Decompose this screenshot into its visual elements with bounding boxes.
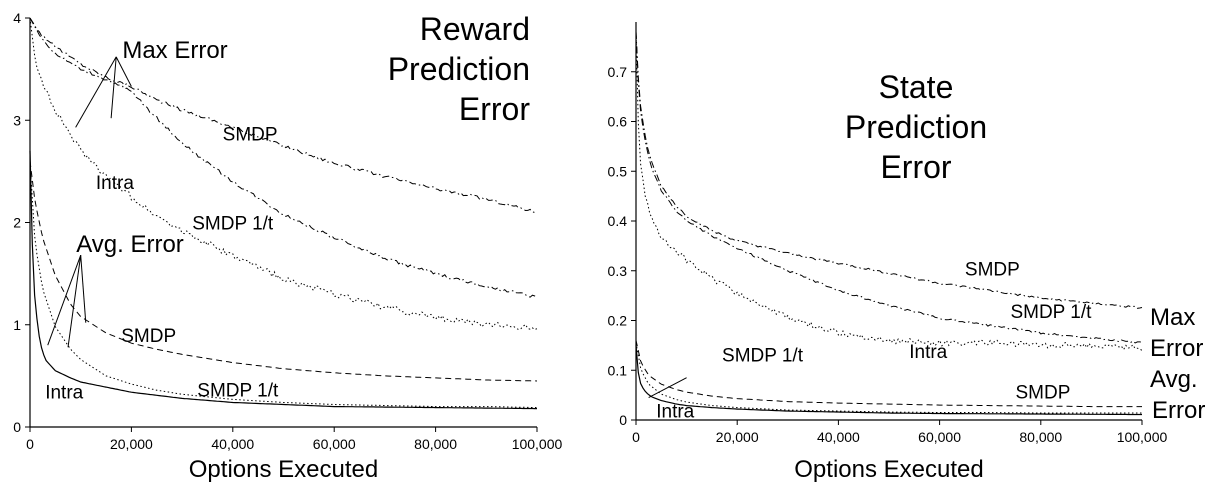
x-tick-label: 0 (632, 429, 640, 445)
chart-title-line: Error (459, 91, 530, 127)
series-label: SMDP 1/t (1010, 302, 1092, 323)
x-axis-label: Options Executed (189, 456, 378, 483)
x-tick-label: 80,000 (414, 436, 457, 452)
y-tick-label: 0.2 (608, 313, 628, 329)
x-tick-label: 20,000 (110, 436, 153, 452)
chart-title-line: Reward (420, 11, 530, 47)
series-label: SMDP 1/t (722, 345, 804, 366)
chart-panel-2: 0 20,000 40,000 60,000 80,000 100,000 0 0.1 0.2 0… (608, 22, 1205, 483)
y-tick-label: 0 (13, 419, 21, 435)
y-tick-label: 0.4 (608, 213, 628, 229)
y-tick-label: 4 (13, 10, 21, 26)
y-tick-label: 1 (13, 317, 21, 333)
series-label: SMDP 1/t (192, 214, 274, 235)
series-label: Intra (909, 342, 947, 363)
x-tick-label: 100,000 (1117, 429, 1168, 445)
series-label: Intra (96, 173, 134, 194)
group-label-avg-line: Avg. (1150, 366, 1198, 393)
series-label: SMDP (1016, 383, 1071, 404)
y-tick-label: 0.7 (608, 64, 628, 80)
y-tick-label: 2 (13, 215, 21, 231)
group-label-max-line: Max (1150, 304, 1195, 331)
x-tick-label: 0 (26, 436, 34, 452)
chart-title-line: Prediction (845, 109, 987, 145)
x-axis-label: Options Executed (794, 456, 983, 483)
series-line-max-smdp (635, 31, 1143, 309)
series-label: SMDP (965, 260, 1020, 281)
y-tick-label: 0.5 (608, 163, 628, 179)
chart-title-line: State (879, 69, 954, 105)
chart-title-line: Prediction (388, 51, 530, 87)
leader-line-avg (67, 255, 82, 348)
group-label-avg-line: Error (1152, 397, 1205, 424)
group-label-max: Max Error (122, 37, 227, 64)
group-label-avg: Avg. Error (76, 231, 184, 258)
series-line-avg-smdp-1-t (29, 161, 538, 409)
series-line-avg-smdp (29, 161, 538, 382)
series-line-avg-intra (635, 345, 1142, 416)
y-tick-label: 0.3 (608, 263, 628, 279)
leader-line-avg (80, 255, 87, 323)
leader-line-avg (47, 255, 82, 346)
series-line-avg-smdp (635, 340, 1142, 408)
group-label-max-line: Error (1150, 335, 1203, 362)
x-tick-label: 40,000 (817, 429, 860, 445)
x-tick-label: 80,000 (1019, 429, 1062, 445)
x-tick-label: 60,000 (313, 436, 356, 452)
series-label: SMDP (223, 125, 278, 146)
x-tick-label: 40,000 (211, 436, 254, 452)
series-label: SMDP 1/t (197, 380, 279, 401)
series-line-max-intra (29, 17, 538, 331)
series-line-avg-smdp-1-t (635, 342, 1142, 414)
chart-title-line: Error (880, 149, 951, 185)
leader-line-max (75, 56, 117, 128)
leader-line-avg (648, 377, 687, 399)
x-tick-label: 100,000 (512, 436, 563, 452)
y-tick-label: 0.6 (608, 114, 628, 130)
chart-panel-1: 0 20,000 40,000 60,000 80,000 100,000 0 1 2 3 4 Opt… (13, 10, 562, 483)
y-tick-label: 3 (13, 112, 21, 128)
series-label: SMDP (121, 326, 176, 347)
y-tick-label: 0 (619, 412, 627, 428)
y-tick-label: 0.1 (608, 362, 628, 378)
series-label: Intra (656, 402, 694, 423)
series-line-max-smdp-1-t (635, 31, 1143, 344)
series-line-max-smdp-1-t (29, 17, 538, 299)
leader-line-max (110, 56, 117, 119)
series-label: Intra (45, 382, 83, 403)
series-line-avg-intra (29, 150, 537, 410)
x-tick-label: 60,000 (918, 429, 961, 445)
x-tick-label: 20,000 (716, 429, 759, 445)
leader-line-max (115, 56, 132, 87)
